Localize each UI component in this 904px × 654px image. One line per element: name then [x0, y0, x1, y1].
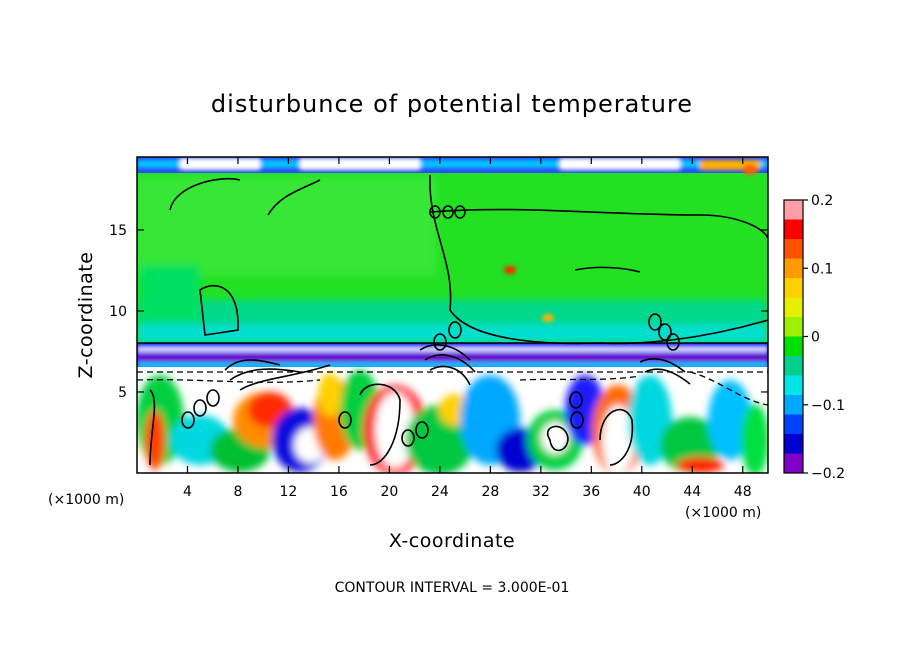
colorbar-swatch: [784, 297, 803, 318]
x-tick-label: 12: [280, 484, 298, 500]
colorbar-ticks: 0.2 0.1 0 −0.1 −0.2: [803, 193, 845, 482]
x-tick-label: 16: [330, 484, 348, 500]
colorbar-swatch: [784, 317, 803, 337]
dashed-contours: [137, 371, 768, 406]
contour-interval-note: CONTOUR INTERVAL = 3.000E-01: [335, 580, 570, 596]
x-tick-label: 40: [633, 484, 651, 500]
colorbar-swatch: [784, 336, 803, 357]
colorbar-tick-label: −0.2: [811, 466, 845, 482]
x-unit-label: (×1000 m): [685, 505, 761, 521]
x-tick-label: 8: [233, 484, 242, 500]
y-axis-label: Z-coordinate: [75, 252, 97, 379]
colorbar-swatch: [784, 375, 803, 396]
small-contour-loops: [181, 205, 691, 447]
colorbar-tick-label: 0.2: [811, 193, 833, 209]
x-tick-label: 24: [431, 484, 449, 500]
contour-lines: [137, 174, 768, 466]
colorbar-tick-label: −0.1: [811, 398, 845, 414]
colorbar-swatch: [784, 239, 803, 259]
x-tick-label: 20: [380, 484, 398, 500]
upper-layer-lighter-band: [137, 176, 437, 276]
colorbar-swatch: [784, 219, 803, 240]
colorbar-tick-label: 0.1: [811, 261, 833, 277]
colorbar-swatch: [784, 434, 803, 454]
x-tick-label: 32: [532, 484, 550, 500]
colorbar-swatch: [784, 278, 803, 298]
z-unit-label: (×1000 m): [48, 492, 124, 508]
upper-left-green-patch: [140, 265, 200, 320]
heatmap-field: [137, 157, 768, 473]
colorbar-swatch: [784, 200, 803, 220]
x-tick-label: 48: [734, 484, 752, 500]
x-tick-label: 4: [183, 484, 192, 500]
colorbar: [784, 200, 803, 474]
x-axis-ticks: 4 8 12 16 20 24 28 32 36 40 44 48: [183, 157, 752, 500]
y-tick-label: 10: [109, 304, 127, 320]
y-tick-label: 5: [118, 385, 127, 401]
x-tick-label: 44: [683, 484, 701, 500]
x-tick-label: 36: [582, 484, 600, 500]
x-tick-label: 28: [481, 484, 499, 500]
colorbar-swatch: [784, 414, 803, 435]
colorbar-swatch: [784, 453, 803, 474]
colorbar-swatch: [784, 356, 803, 376]
y-tick-label: 15: [109, 223, 127, 239]
upper-layer-cyan-band: [137, 325, 768, 341]
colorbar-tick-label: 0: [811, 330, 820, 346]
plot-frame: [136, 156, 769, 474]
y-axis-ticks: 5 10 15: [109, 223, 768, 401]
colorbar-swatch: [784, 258, 803, 279]
x-axis-label: X-coordinate: [389, 530, 515, 552]
chart-title: disturbunce of potential temperature: [211, 90, 693, 118]
colorbar-swatch: [784, 395, 803, 415]
